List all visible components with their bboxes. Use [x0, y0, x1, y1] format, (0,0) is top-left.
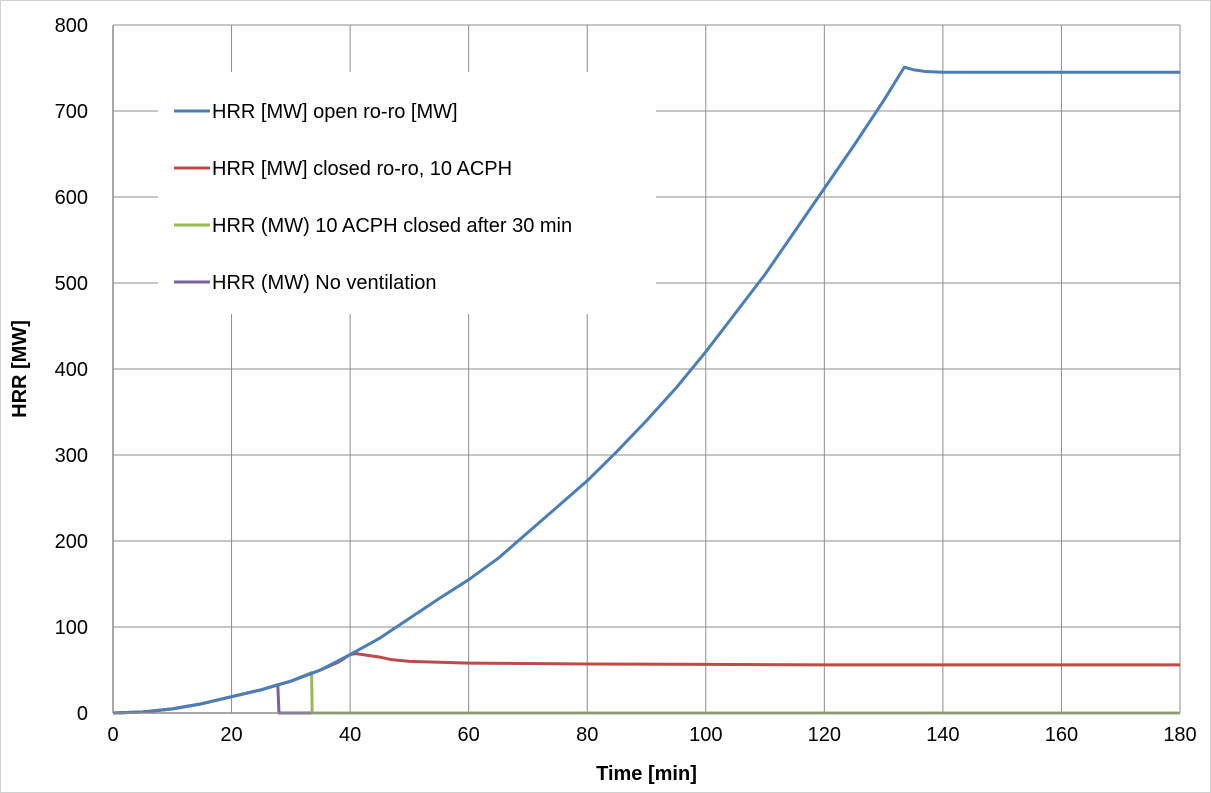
x-tick-label: 160	[1045, 724, 1078, 746]
x-tick-label: 80	[576, 724, 598, 746]
y-tick-label: 500	[55, 273, 88, 295]
y-tick-label: 200	[55, 531, 88, 553]
x-tick-label: 180	[1163, 724, 1196, 746]
x-tick-label: 40	[339, 724, 361, 746]
legend-label-3: HRR (MW) No ventilation	[212, 272, 436, 294]
y-tick-label: 700	[55, 101, 88, 123]
legend-label-2: HRR (MW) 10 ACPH closed after 30 min	[212, 215, 572, 237]
series-line-0	[112, 65, 1180, 715]
legend-label-1: HRR [MW] closed ro-ro, 10 ACPH	[212, 158, 512, 180]
legend-box	[158, 72, 656, 314]
y-axis-title: HRR [MW]	[9, 320, 31, 418]
x-tick-label: 100	[689, 724, 722, 746]
y-tick-label: 400	[55, 359, 88, 381]
y-tick-label: 0	[77, 703, 88, 725]
y-tick-label: 100	[55, 617, 88, 639]
x-axis-title: Time [min]	[596, 763, 697, 785]
y-tick-label: 300	[55, 445, 88, 467]
axes: Time [min] HRR [MW] 0 20 40 60 80 100 120 140 16…	[9, 15, 1197, 785]
y-tick-label: 600	[55, 187, 88, 209]
x-tick-label: 60	[458, 724, 480, 746]
x-tick-label: 0	[107, 724, 118, 746]
legend: HRR [MW] open ro-ro [MW] HRR [MW] closed …	[158, 72, 656, 314]
y-tick-label: 800	[55, 15, 88, 37]
legend-label-0: HRR [MW] open ro-ro [MW]	[212, 101, 458, 123]
x-tick-label: 20	[220, 724, 242, 746]
series-lines	[112, 65, 1180, 715]
x-tick-label: 120	[808, 724, 841, 746]
x-tick-label: 140	[926, 724, 959, 746]
